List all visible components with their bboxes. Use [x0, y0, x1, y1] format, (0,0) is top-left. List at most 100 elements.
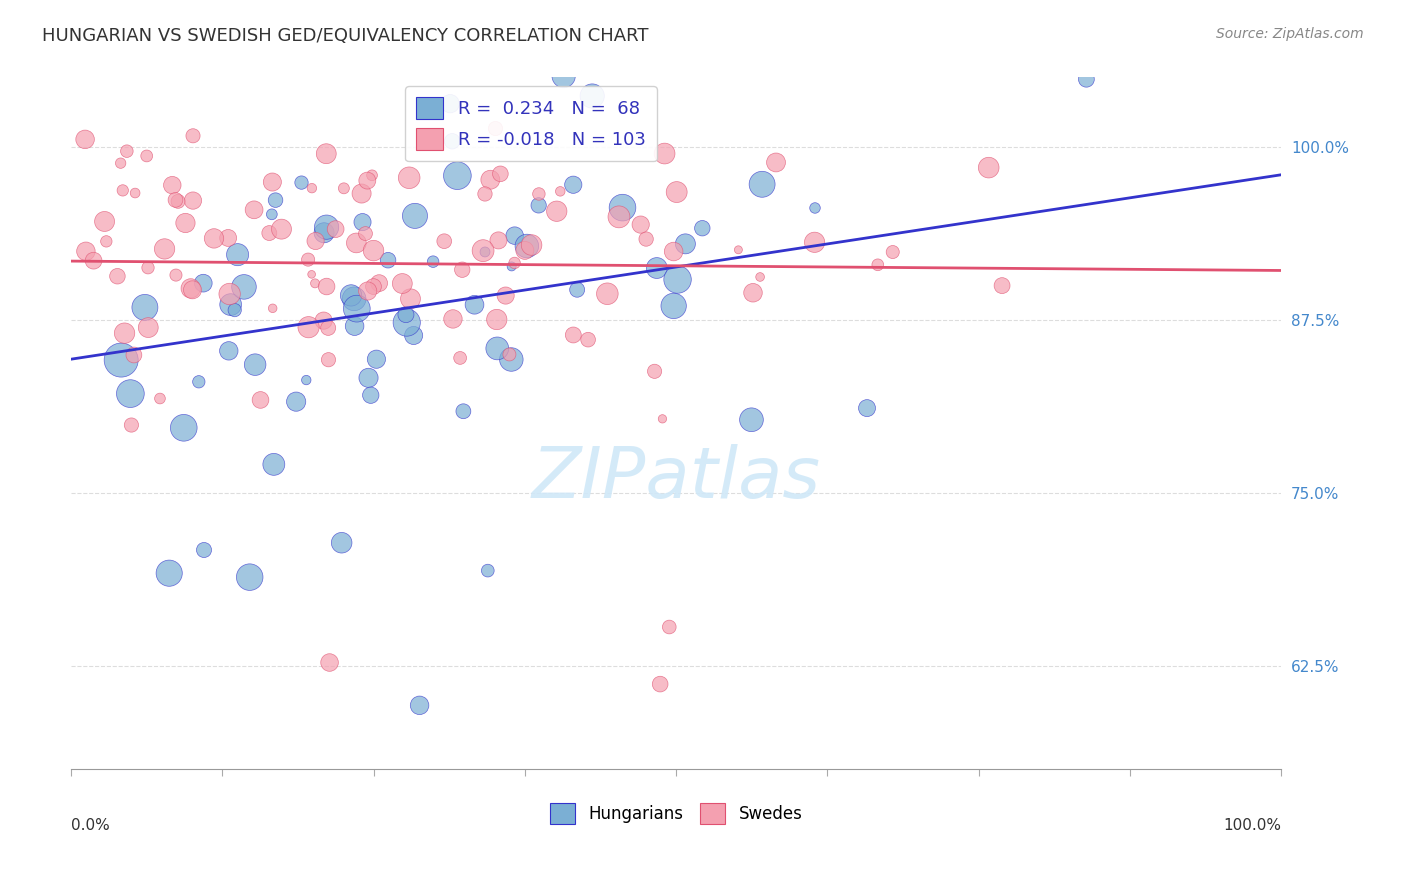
Hungarians [120, 386, 142, 401]
Swedes [304, 234, 326, 248]
Swedes [882, 245, 904, 260]
Swedes [368, 276, 391, 290]
Hungarians [260, 207, 283, 221]
Hungarians [516, 239, 538, 253]
Swedes [316, 321, 339, 335]
Swedes [325, 222, 347, 236]
Swedes [546, 204, 568, 219]
Swedes [488, 234, 510, 248]
Hungarians [446, 169, 468, 183]
Swedes [977, 161, 1000, 175]
Swedes [498, 347, 520, 361]
Swedes [181, 194, 204, 208]
Hungarians [263, 458, 285, 472]
Swedes [742, 285, 765, 300]
Hungarians [693, 32, 716, 46]
Hungarians [666, 272, 689, 286]
Swedes [180, 281, 202, 295]
Swedes [344, 235, 367, 250]
Swedes [174, 216, 197, 230]
Swedes [451, 262, 474, 277]
Hungarians [477, 564, 499, 578]
Hungarians [173, 421, 195, 435]
Swedes [484, 121, 506, 136]
Hungarians [366, 352, 388, 367]
Hungarians [264, 193, 287, 207]
Swedes [110, 156, 132, 170]
Hungarians [501, 352, 523, 367]
Swedes [350, 186, 373, 201]
Hungarians [408, 698, 430, 713]
Hungarians [422, 254, 444, 268]
Swedes [315, 279, 337, 293]
Hungarians [441, 134, 464, 148]
Swedes [441, 312, 464, 326]
Swedes [433, 234, 456, 248]
Hungarians [804, 201, 827, 215]
Swedes [122, 348, 145, 362]
Swedes [495, 288, 517, 302]
Swedes [165, 193, 187, 207]
Swedes [167, 194, 190, 209]
Swedes [562, 328, 585, 343]
Hungarians [295, 373, 318, 387]
Swedes [333, 181, 356, 195]
Swedes [181, 128, 204, 143]
Swedes [361, 169, 384, 183]
Hungarians [239, 570, 262, 584]
Hungarians [290, 176, 312, 190]
Hungarians [565, 283, 588, 297]
Hungarians [218, 343, 240, 358]
Hungarians [343, 319, 366, 334]
Hungarians [501, 260, 523, 274]
Swedes [654, 146, 676, 161]
Text: Source: ZipAtlas.com: Source: ZipAtlas.com [1216, 27, 1364, 41]
Hungarians [157, 566, 180, 581]
Swedes [607, 210, 630, 224]
Hungarians [352, 215, 374, 229]
Hungarians [740, 413, 762, 427]
Swedes [297, 252, 319, 267]
Swedes [301, 181, 323, 195]
Swedes [662, 244, 685, 259]
Hungarians [751, 178, 773, 192]
Hungarians [503, 228, 526, 243]
Swedes [217, 231, 239, 245]
Swedes [75, 132, 97, 146]
Swedes [243, 202, 266, 217]
Swedes [651, 412, 673, 426]
Swedes [449, 351, 471, 365]
Swedes [658, 620, 681, 634]
Swedes [259, 226, 281, 240]
Hungarians [474, 244, 496, 259]
Swedes [162, 178, 184, 193]
Swedes [301, 268, 323, 282]
Hungarians [346, 301, 368, 316]
Hungarians [343, 292, 366, 306]
Swedes [503, 256, 526, 270]
Hungarians [233, 280, 256, 294]
Hungarians [402, 328, 425, 343]
Swedes [218, 287, 240, 301]
Swedes [96, 235, 118, 249]
Hungarians [134, 301, 156, 315]
Swedes [489, 167, 512, 181]
Hungarians [562, 178, 585, 192]
Hungarians [377, 253, 399, 268]
Hungarians [224, 303, 246, 318]
Swedes [318, 352, 340, 367]
Hungarians [193, 276, 215, 290]
Hungarians [110, 353, 132, 368]
Swedes [363, 279, 385, 293]
Hungarians [692, 221, 714, 235]
Swedes [120, 417, 142, 432]
Swedes [356, 173, 378, 187]
Swedes [115, 144, 138, 158]
Swedes [472, 244, 495, 258]
Swedes [513, 244, 536, 258]
Swedes [474, 186, 496, 201]
Swedes [270, 222, 292, 236]
Swedes [315, 146, 337, 161]
Swedes [527, 186, 550, 201]
Swedes [354, 227, 377, 241]
